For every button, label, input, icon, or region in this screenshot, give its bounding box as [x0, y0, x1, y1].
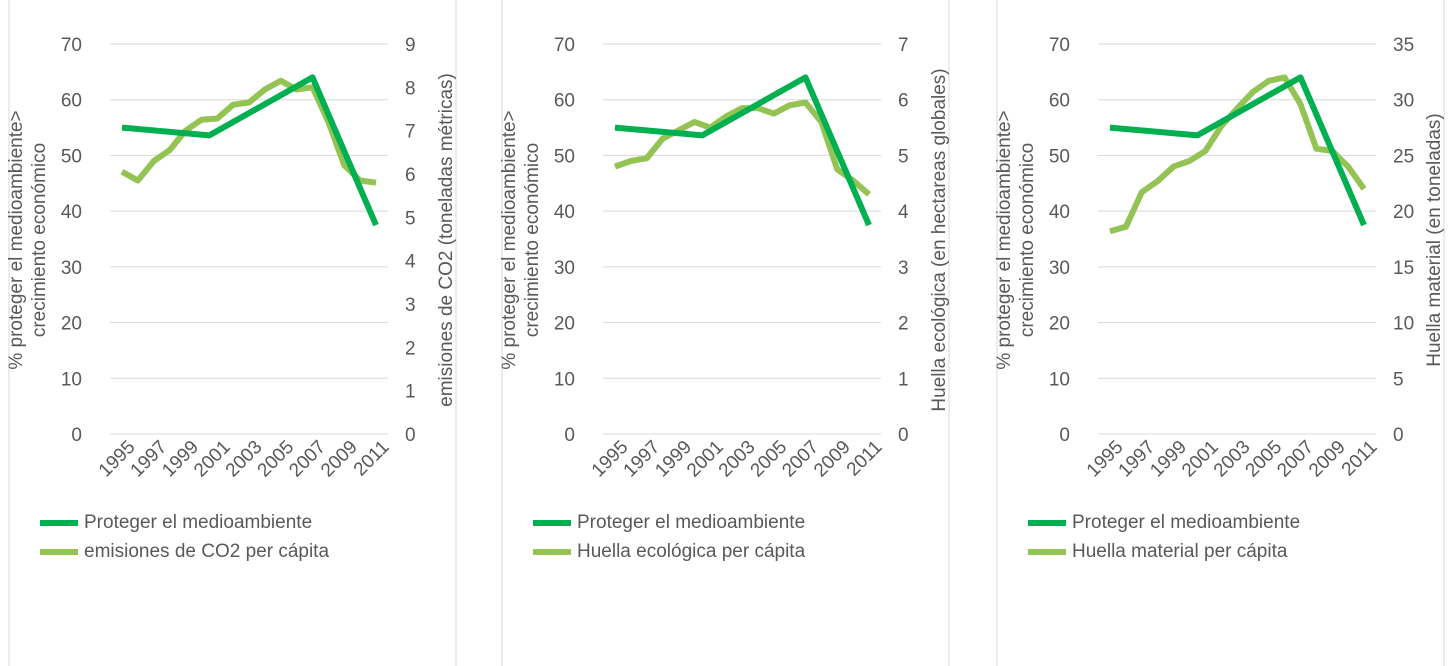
- y-right-tick-label: 6: [898, 91, 909, 112]
- y-right-tick-label: 9: [405, 35, 416, 56]
- legend-label: Proteger el medioambiente: [1072, 511, 1301, 533]
- y-right-tick-label: 3: [898, 258, 909, 279]
- y-right-tick-label: 4: [405, 252, 416, 273]
- chart-panel-material-footprint: 0 10 20 30 40 50 60 70 0 5 10 15 20 25 30 35 1995 1997 199…: [988, 0, 1448, 666]
- y-right-tick-label: 2: [898, 314, 909, 335]
- series-line-proteger: [1109, 74, 1367, 227]
- y-left-axis-title-line2: crecimiento económico: [522, 143, 543, 337]
- y-right-tick-label: 5: [405, 208, 416, 229]
- legend-swatch: [533, 548, 571, 555]
- y-right-tick-label: 15: [1393, 258, 1414, 279]
- y-left-tick-label: 60: [554, 91, 575, 112]
- legend: Proteger el medioambiente Huella ecológic…: [533, 508, 805, 566]
- y-left-tick-label: 50: [554, 146, 575, 167]
- y-left-tick-label: 70: [1049, 35, 1070, 56]
- y-left-axis-title-line2: crecimiento económico: [29, 143, 50, 337]
- y-left-tick-label: 30: [61, 258, 82, 279]
- y-left-tick-label: 10: [61, 369, 82, 390]
- y-left-tick-label: 40: [554, 202, 575, 223]
- y-left-axis-title: % proteger el medioambiente>: [994, 110, 1015, 369]
- y-right-tick-label: 1: [898, 369, 909, 390]
- legend-label: emisiones de CO2 per cápita: [84, 540, 330, 562]
- y-right-tick-label: 0: [405, 425, 416, 446]
- legend-item: Proteger el medioambiente: [533, 508, 805, 537]
- y-right-tick-label: 7: [405, 122, 416, 143]
- chart-panel-co2: 0 10 20 30 40 50 60 70 0 1 2 3 4 5 6 7 8 9 1995 1997 1999 200…: [0, 0, 460, 666]
- series-line-secondary: [614, 99, 871, 197]
- y-right-tick-label: 2: [405, 338, 416, 359]
- y-left-tick-label: 40: [1049, 202, 1070, 223]
- x-tick-label: 2011: [1338, 437, 1382, 481]
- y-left-tick-label: 70: [61, 35, 82, 56]
- series-line-proteger: [614, 74, 872, 227]
- y-left-tick-label: 20: [554, 314, 575, 335]
- y-left-tick-label: 20: [1049, 314, 1070, 335]
- y-right-tick-label: 35: [1393, 35, 1414, 56]
- x-tick-label: 2011: [350, 437, 394, 481]
- legend-item: Proteger el medioambiente: [1028, 508, 1300, 537]
- legend-label: Proteger el medioambiente: [577, 511, 806, 533]
- y-right-tick-label: 20: [1393, 202, 1414, 223]
- y-left-tick-label: 30: [1049, 258, 1070, 279]
- legend-label: Huella ecológica per cápita: [577, 540, 806, 562]
- series-line-proteger: [121, 74, 379, 227]
- chart-svg: 0102030405060700510152025303519951997199…: [994, 0, 1445, 666]
- y-right-tick-label: 0: [1393, 425, 1404, 446]
- y-left-tick-label: 70: [554, 35, 575, 56]
- y-left-tick-label: 0: [564, 425, 575, 446]
- legend-item: emisiones de CO2 per cápita: [40, 537, 329, 566]
- x-tick-label: 2011: [843, 437, 887, 481]
- y-left-tick-label: 10: [1049, 369, 1070, 390]
- legend-item: Huella material per cápita: [1028, 537, 1300, 566]
- y-left-tick-label: 10: [554, 369, 575, 390]
- legend-swatch: [1028, 519, 1066, 526]
- y-left-tick-label: 0: [1059, 425, 1070, 446]
- legend-item: Huella ecológica per cápita: [533, 537, 805, 566]
- series-line-secondary: [120, 77, 377, 186]
- y-left-tick-label: 60: [1049, 91, 1070, 112]
- y-right-tick-label: 3: [405, 295, 416, 316]
- legend-swatch: [1028, 548, 1066, 555]
- y-left-tick-label: 50: [61, 146, 82, 167]
- chart-svg: 0102030405060700123456789199519971999200…: [6, 0, 457, 666]
- y-left-tick-label: 50: [1049, 146, 1070, 167]
- y-left-axis-title-line2: crecimiento económico: [1017, 143, 1038, 337]
- y-right-tick-label: 7: [898, 35, 909, 56]
- y-left-tick-label: 60: [61, 91, 82, 112]
- y-left-axis-title: % proteger el medioambiente>: [499, 110, 520, 369]
- legend-label: Proteger el medioambiente: [84, 511, 313, 533]
- y-right-axis-title: Huella material (en toneladas): [1424, 113, 1445, 366]
- y-right-tick-label: 25: [1393, 146, 1414, 167]
- y-right-tick-label: 0: [898, 425, 909, 446]
- legend: Proteger el medioambiente emisiones de CO…: [40, 508, 329, 566]
- y-right-tick-label: 10: [1393, 314, 1414, 335]
- y-right-tick-label: 8: [405, 78, 416, 99]
- y-right-tick-label: 5: [1393, 369, 1404, 390]
- legend: Proteger el medioambiente Huella material…: [1028, 508, 1300, 566]
- chart-svg: 0102030405060700123456719951997199920012…: [499, 0, 950, 666]
- y-right-tick-label: 1: [405, 382, 416, 403]
- legend-swatch: [533, 519, 571, 526]
- y-right-tick-label: 6: [405, 165, 416, 186]
- y-right-axis-title: Huella ecológica (en hectareas globales): [929, 68, 950, 411]
- chart-panel-ecological-footprint: 0 10 20 30 40 50 60 70 0 1 2 3 4 5 6 7 1995 1997 1999 2001 2…: [493, 0, 953, 666]
- legend-label: Huella material per cápita: [1072, 540, 1288, 562]
- series-line-secondary: [1109, 74, 1367, 235]
- y-right-tick-label: 4: [898, 202, 909, 223]
- y-right-tick-label: 5: [898, 146, 909, 167]
- y-left-axis-title: % proteger el medioambiente>: [6, 110, 27, 369]
- y-left-tick-label: 40: [61, 202, 82, 223]
- legend-swatch: [40, 548, 78, 555]
- y-right-tick-label: 30: [1393, 91, 1414, 112]
- y-left-tick-label: 0: [71, 425, 82, 446]
- y-left-tick-label: 30: [554, 258, 575, 279]
- y-left-tick-label: 20: [61, 314, 82, 335]
- y-right-axis-title: emisiones de CO2 (toneladas métricas): [436, 73, 457, 407]
- legend-swatch: [40, 519, 78, 526]
- legend-item: Proteger el medioambiente: [40, 508, 329, 537]
